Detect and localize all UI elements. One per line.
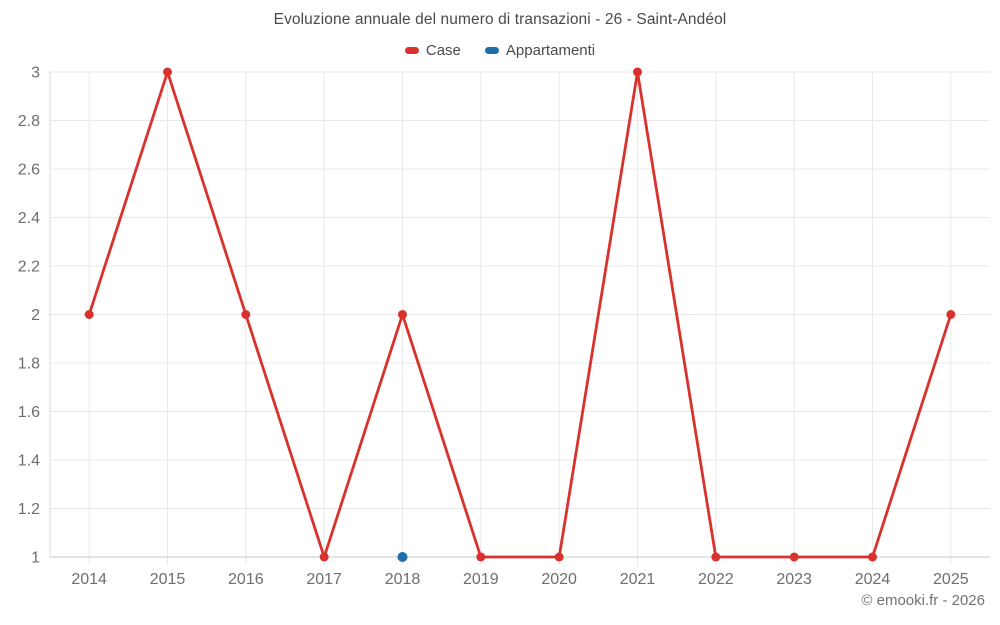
x-tick-label: 2024 <box>855 571 891 588</box>
y-tick-label: 2.4 <box>18 210 40 227</box>
data-point-case-2019[interactable] <box>476 552 486 562</box>
legend-label-case: Case <box>425 42 461 59</box>
x-tick-label: 2015 <box>150 571 186 588</box>
x-tick-label: 2020 <box>541 571 577 588</box>
data-point-case-2015[interactable] <box>163 67 172 77</box>
legend-swatch-appartamenti-icon <box>484 47 499 54</box>
x-tick-label: 2017 <box>306 571 342 588</box>
legend-swatch-case-icon <box>404 47 419 54</box>
data-point-appartamenti-2018[interactable] <box>397 552 408 562</box>
y-tick-label: 2 <box>31 307 40 324</box>
data-point-case-2018[interactable] <box>398 310 407 319</box>
y-tick-label: 3 <box>31 65 40 82</box>
data-point-case-2023[interactable] <box>789 552 799 562</box>
y-tick-label: 1.4 <box>18 453 40 470</box>
y-tick-label: 1 <box>31 550 40 567</box>
copyright: © emooki.fr - 2026 <box>861 592 985 609</box>
data-point-case-2014[interactable] <box>84 310 94 319</box>
data-point-case-2024[interactable] <box>868 552 877 562</box>
x-tick-label: 2016 <box>228 571 264 588</box>
y-tick-label: 2.6 <box>18 162 40 179</box>
x-tick-label: 2022 <box>698 571 734 588</box>
x-tick-label: 2021 <box>620 571 656 588</box>
series-line-case <box>87 70 953 559</box>
legend-item-appartamenti[interactable]: Appartamenti <box>484 42 596 59</box>
y-tick-label: 1.6 <box>18 404 40 421</box>
chart-title: Evoluzione annuale del numero di transaz… <box>273 11 727 28</box>
data-point-case-2020[interactable] <box>554 552 564 562</box>
data-point-case-2016[interactable] <box>241 310 251 319</box>
legend-item-case[interactable]: Case <box>404 42 461 59</box>
legend-label-appartamenti: Appartamenti <box>505 42 596 59</box>
x-tick-label: 2023 <box>776 571 812 588</box>
x-tick-label: 2025 <box>933 571 969 588</box>
data-point-case-2017[interactable] <box>319 552 329 562</box>
data-point-case-2021[interactable] <box>633 67 642 77</box>
x-tick-label: 2014 <box>71 571 107 588</box>
legend: Case Appartamenti <box>0 42 1000 59</box>
y-tick-label: 1.8 <box>18 356 40 373</box>
x-tick-label: 2019 <box>463 571 499 588</box>
x-tick-label: 2018 <box>385 571 421 588</box>
y-tick-label: 2.8 <box>18 113 40 130</box>
y-tick-label: 1.2 <box>18 501 40 518</box>
data-point-case-2022[interactable] <box>711 552 721 562</box>
y-tick-label: 2.2 <box>18 259 40 276</box>
data-point-case-2025[interactable] <box>946 310 956 319</box>
